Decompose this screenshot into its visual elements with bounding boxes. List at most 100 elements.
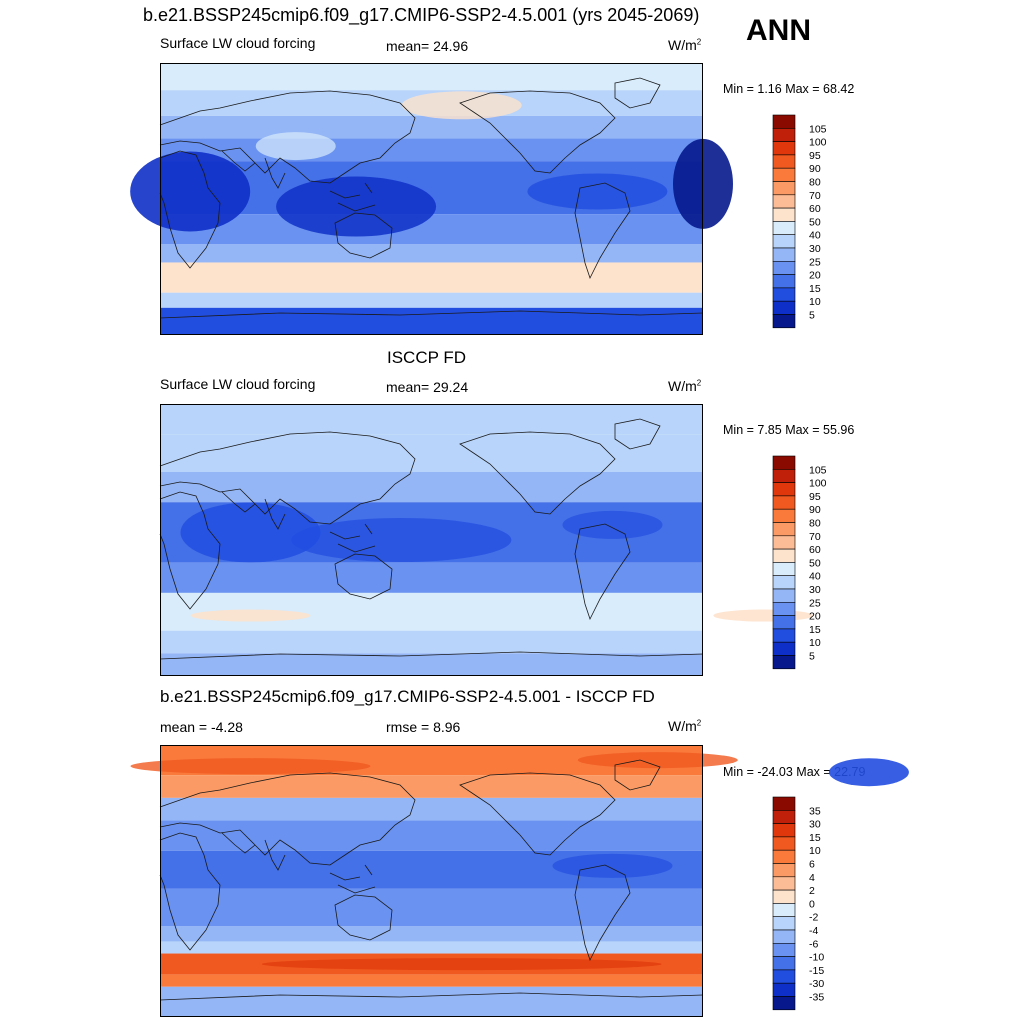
panel3-map [130, 745, 909, 1017]
colorbar-label: -30 [809, 978, 824, 990]
colorbar-label: 15 [809, 832, 821, 844]
colorbar-label: 80 [809, 177, 821, 189]
coastlines [159, 77, 704, 319]
colorbar-swatch [772, 602, 796, 616]
field-band [160, 775, 703, 798]
colorbar-swatch [772, 903, 796, 918]
colorbar-label: 0 [809, 898, 815, 910]
field-blob [291, 518, 512, 562]
field-blob [180, 502, 321, 563]
panel2-units: W/m2 [668, 378, 702, 394]
field-band [160, 820, 703, 851]
colorbar-label: 10 [809, 637, 821, 649]
map-frame [160, 404, 703, 676]
colorbar-label: 30 [809, 584, 821, 596]
colorbar-label: 100 [809, 137, 827, 149]
colorbar-swatch [772, 996, 796, 1011]
colorbar-label: -15 [809, 965, 824, 977]
colorbar-swatch [772, 929, 796, 944]
colorbar-label: 80 [809, 518, 821, 530]
panel3-minmax: Min = -24.03 Max = 22.79 [723, 765, 866, 779]
colorbar-label: 95 [809, 491, 821, 503]
colorbar-swatch [772, 300, 796, 315]
field-band [160, 115, 703, 139]
colorbar-swatch [772, 455, 796, 470]
panel2-map [159, 404, 814, 676]
colorbar-swatch [772, 969, 796, 984]
colorbar-label: 60 [809, 203, 821, 215]
field-blob [130, 758, 371, 775]
field-blob [828, 758, 909, 787]
panel3-title: b.e21.BSSP245cmip6.f09_g17.CMIP6-SSP2-4.… [160, 687, 655, 706]
field-band [160, 262, 703, 293]
colorbar-swatch [772, 889, 796, 904]
panel2-minmax: Min = 7.85 Max = 55.96 [723, 423, 855, 437]
colorbar-label: 50 [809, 216, 821, 228]
field-blob [276, 176, 437, 237]
colorbar-swatch [772, 469, 796, 483]
colorbar-label: -4 [809, 925, 818, 937]
field-blob [401, 91, 522, 120]
colorbar-swatch [772, 154, 796, 169]
colorbar-label: 70 [809, 531, 821, 543]
colorbar-label: 30 [809, 243, 821, 255]
colorbar-swatch [772, 849, 796, 864]
colorbar-swatch [772, 194, 796, 209]
colorbar-swatch [772, 128, 796, 142]
colorbar-swatch [772, 956, 796, 971]
panel1-field-label: Surface LW cloud forcing [160, 35, 316, 51]
field-band [160, 974, 703, 987]
colorbar-label: -6 [809, 938, 818, 950]
season-label: ANN [746, 14, 811, 47]
colorbar-label: 95 [809, 150, 821, 162]
colorbar-swatch [772, 823, 796, 838]
panel1-map [130, 63, 733, 335]
colorbar-label: 70 [809, 190, 821, 202]
colorbar-swatch [772, 548, 796, 563]
colorbar-swatch [772, 575, 796, 590]
colorbar-label: 10 [809, 845, 821, 857]
map-frame [160, 745, 703, 1017]
colorbar-label: 40 [809, 230, 821, 242]
field-band [160, 244, 703, 263]
colorbar-label: 15 [809, 624, 821, 636]
field-blob [190, 609, 311, 622]
colorbar-swatch [772, 141, 796, 156]
colorbar-label: 10 [809, 296, 821, 308]
colorbar-swatch [772, 287, 796, 302]
colorbar-swatch [772, 810, 796, 824]
colorbar-label: 5 [809, 310, 815, 322]
colorbar-label: 4 [809, 872, 815, 884]
colorbar-swatch [772, 495, 796, 510]
colorbar-swatch [772, 535, 796, 550]
colorbar-label: 30 [809, 819, 821, 831]
field-band [160, 888, 703, 927]
panel3-units: W/m2 [668, 718, 702, 734]
panel2-mean: mean= 29.24 [386, 379, 469, 395]
colorbar-swatch [772, 836, 796, 851]
panel3-rmse: rmse = 8.96 [386, 719, 461, 735]
colorbar-swatch [772, 562, 796, 577]
colorbar-swatch [772, 876, 796, 891]
colorbar-label: 105 [809, 464, 827, 476]
panel1-minmax: Min = 1.16 Max = 68.42 [723, 82, 855, 96]
panel1-mean: mean= 24.96 [386, 38, 469, 54]
colorbar-swatch [772, 167, 796, 182]
field-blob [577, 752, 738, 769]
field-blob [562, 510, 663, 539]
colorbar-swatch [772, 221, 796, 236]
colorbar-swatch [772, 796, 796, 811]
field-band [160, 986, 703, 1017]
colorbar-label: -35 [809, 992, 824, 1004]
colorbar-label: 15 [809, 283, 821, 295]
colorbar-swatch [772, 181, 796, 196]
colorbar-swatch [772, 274, 796, 289]
colorbar-label: 60 [809, 544, 821, 556]
coastlines [159, 418, 704, 660]
colorbar-label: 105 [809, 123, 827, 135]
field-band [160, 630, 703, 654]
colorbar-swatch [772, 615, 796, 630]
field-band [160, 292, 703, 308]
